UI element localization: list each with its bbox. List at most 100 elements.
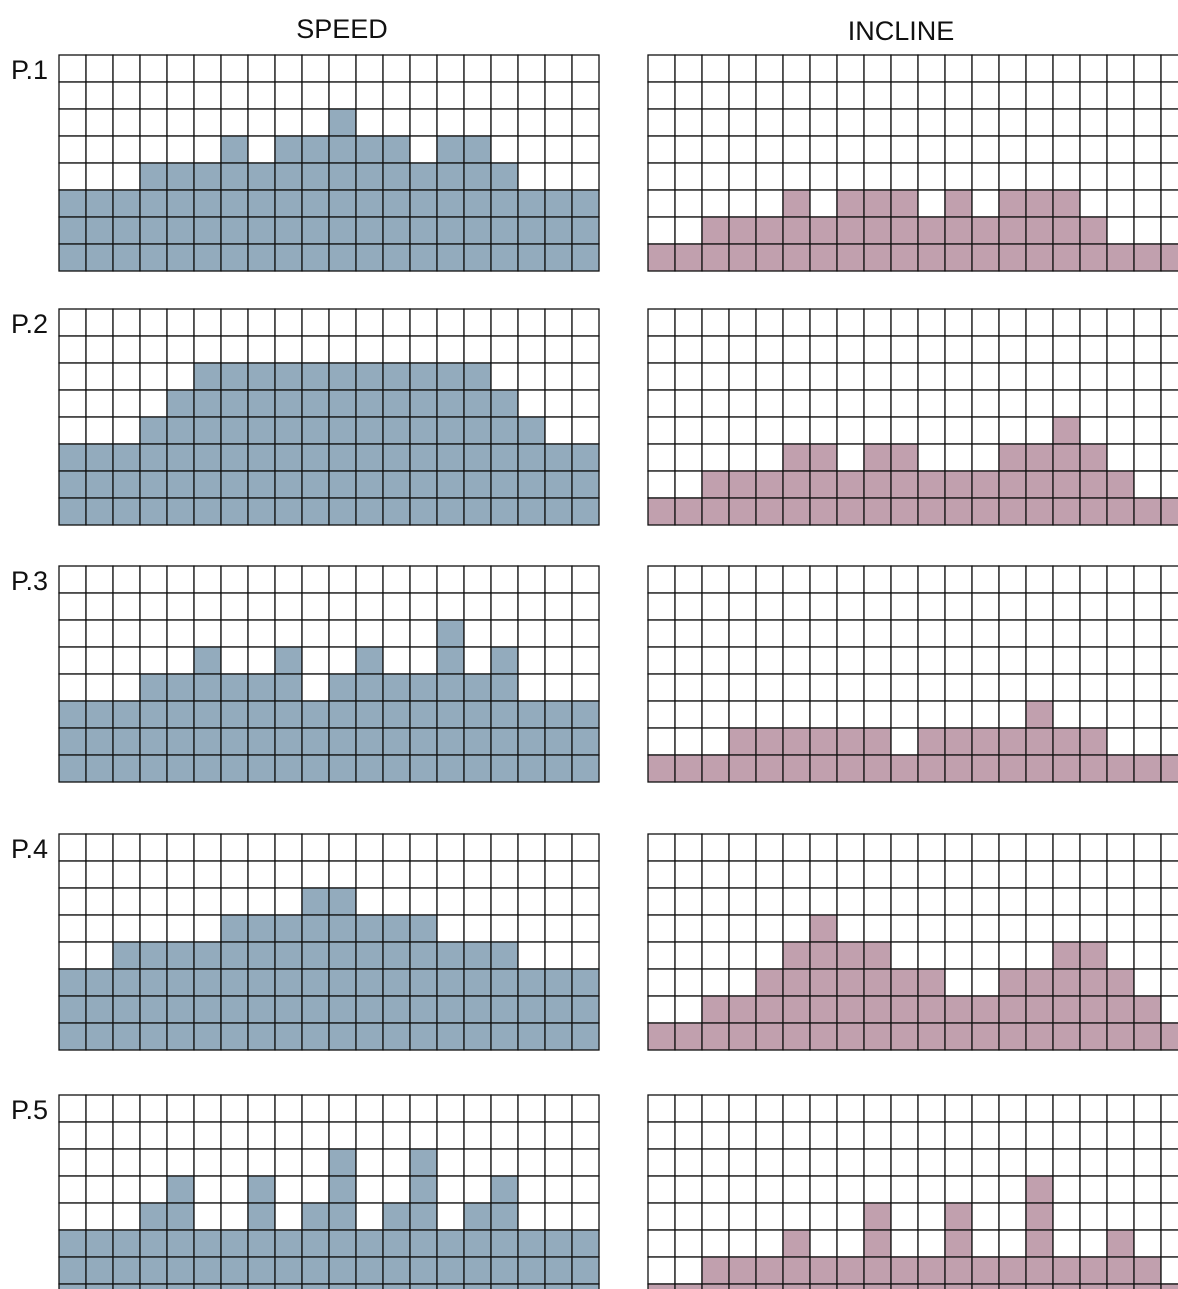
bar-segment bbox=[544, 727, 573, 756]
bar-segment bbox=[355, 470, 384, 499]
grid-cell bbox=[1052, 135, 1081, 164]
grid-cell bbox=[1133, 1148, 1162, 1177]
grid-cell bbox=[571, 673, 600, 702]
bar-segment bbox=[998, 727, 1027, 756]
grid-cell bbox=[436, 565, 465, 594]
grid-cell bbox=[409, 592, 438, 621]
bar-segment bbox=[58, 243, 87, 272]
bar-segment bbox=[890, 995, 919, 1024]
grid-cell bbox=[998, 335, 1027, 364]
grid-cell bbox=[944, 968, 973, 997]
grid-cell bbox=[782, 914, 811, 943]
grid-cell bbox=[1160, 362, 1178, 391]
grid-cell bbox=[971, 389, 1000, 418]
bar-segment bbox=[274, 443, 303, 472]
grid-cell bbox=[463, 108, 492, 137]
bar-segment bbox=[220, 162, 249, 191]
grid-cell bbox=[409, 860, 438, 889]
bar-segment bbox=[355, 754, 384, 783]
grid-cell bbox=[544, 1175, 573, 1204]
grid-cell bbox=[490, 81, 519, 110]
grid-cell bbox=[998, 700, 1027, 729]
grid-cell bbox=[863, 81, 892, 110]
bar-segment bbox=[301, 189, 330, 218]
bar-segment bbox=[490, 1022, 519, 1051]
grid-cell bbox=[1052, 887, 1081, 916]
grid-cell bbox=[998, 1229, 1027, 1258]
grid-cell bbox=[544, 887, 573, 916]
program-label: P.2 bbox=[11, 309, 48, 339]
bar-segment bbox=[301, 362, 330, 391]
grid-cell bbox=[863, 646, 892, 675]
grid-cell bbox=[863, 54, 892, 83]
grid-cell bbox=[274, 860, 303, 889]
bar-segment bbox=[139, 1202, 168, 1231]
bar-segment bbox=[917, 1022, 946, 1051]
grid-cell bbox=[463, 1094, 492, 1123]
bar-segment bbox=[328, 941, 357, 970]
grid-cell bbox=[1052, 619, 1081, 648]
bar-segment bbox=[247, 727, 276, 756]
grid-cell bbox=[220, 1148, 249, 1177]
grid-cell bbox=[355, 833, 384, 862]
grid-cell bbox=[166, 619, 195, 648]
bar-segment bbox=[247, 243, 276, 272]
grid-cell bbox=[809, 189, 838, 218]
grid-cell bbox=[1025, 54, 1054, 83]
bar-segment bbox=[1025, 700, 1054, 729]
grid-cell bbox=[193, 860, 222, 889]
bar-segment bbox=[463, 995, 492, 1024]
bar-segment bbox=[220, 914, 249, 943]
bar-segment bbox=[328, 1202, 357, 1231]
bar-segment bbox=[328, 887, 357, 916]
grid-cell bbox=[274, 308, 303, 337]
grid-cell bbox=[1133, 592, 1162, 621]
grid-cell bbox=[1133, 860, 1162, 889]
bar-segment bbox=[890, 497, 919, 526]
grid-cell bbox=[674, 860, 703, 889]
grid-cell bbox=[1160, 673, 1178, 702]
grid-cell bbox=[917, 416, 946, 445]
bar-segment bbox=[517, 216, 546, 245]
grid-cell bbox=[998, 619, 1027, 648]
grid-cell bbox=[1079, 700, 1108, 729]
grid-cell bbox=[1052, 673, 1081, 702]
grid-cell bbox=[890, 914, 919, 943]
grid-cell bbox=[647, 565, 676, 594]
grid-cell bbox=[917, 700, 946, 729]
bar-segment bbox=[998, 243, 1027, 272]
grid-cell bbox=[836, 443, 865, 472]
bar-segment bbox=[1052, 216, 1081, 245]
grid-cell bbox=[836, 389, 865, 418]
grid-cell bbox=[728, 389, 757, 418]
bar-segment bbox=[247, 914, 276, 943]
grid-cell bbox=[1106, 1175, 1135, 1204]
bar-segment bbox=[1079, 243, 1108, 272]
grid-cell bbox=[647, 833, 676, 862]
grid-cell bbox=[436, 592, 465, 621]
grid-cell bbox=[544, 646, 573, 675]
grid-cell bbox=[382, 1121, 411, 1150]
bar-segment bbox=[517, 1256, 546, 1285]
grid-cell bbox=[782, 646, 811, 675]
bar-segment bbox=[85, 189, 114, 218]
bar-segment bbox=[490, 1175, 519, 1204]
grid-cell bbox=[220, 592, 249, 621]
grid-cell bbox=[863, 860, 892, 889]
bar-segment bbox=[355, 941, 384, 970]
grid-cell bbox=[998, 592, 1027, 621]
grid-cell bbox=[674, 833, 703, 862]
grid-cell bbox=[890, 1202, 919, 1231]
bar-segment bbox=[166, 443, 195, 472]
bar-segment bbox=[701, 1256, 730, 1285]
grid-cell bbox=[728, 646, 757, 675]
bar-segment bbox=[1052, 995, 1081, 1024]
bar-segment bbox=[463, 416, 492, 445]
grid-cell bbox=[1079, 389, 1108, 418]
grid-cell bbox=[836, 1094, 865, 1123]
grid-cell bbox=[917, 1094, 946, 1123]
bar-segment bbox=[355, 389, 384, 418]
grid-cell bbox=[463, 592, 492, 621]
bar-segment bbox=[1025, 443, 1054, 472]
bar-segment bbox=[112, 1256, 141, 1285]
